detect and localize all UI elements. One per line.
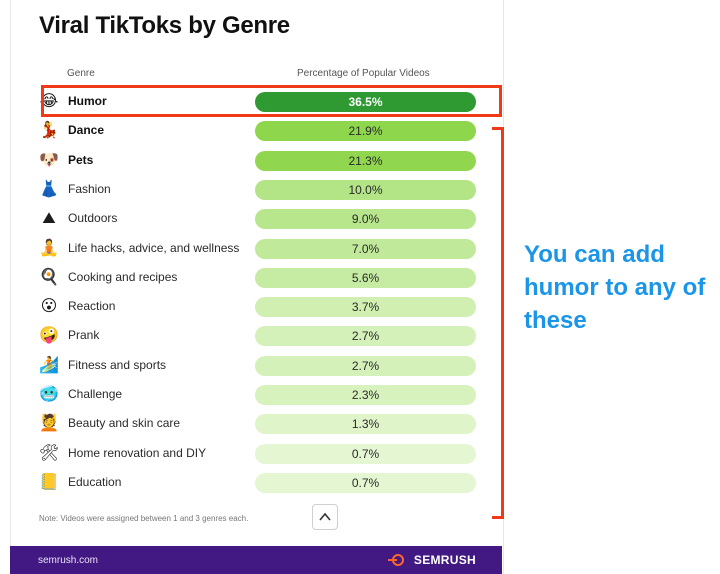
chart-note: Note: Videos were assigned between 1 and…: [39, 514, 249, 523]
genre-label: Cooking and recipes: [68, 269, 178, 284]
genre-label: Prank: [68, 328, 100, 343]
collapse-button[interactable]: [312, 504, 338, 530]
zany-face-icon: 🤪: [39, 325, 59, 345]
percentage-pill: 21.3%: [255, 150, 476, 171]
genre-label: Pets: [68, 152, 94, 167]
mountain-icon: ⛰: [42, 208, 56, 228]
genre-label: Challenge: [68, 387, 123, 401]
percentage-pill: 7.0%: [255, 238, 476, 259]
percentage-pill: 36.5%: [255, 92, 476, 112]
semrush-logo-icon: [388, 554, 404, 566]
dog-face-icon: 🐶: [39, 149, 59, 169]
footer-brand: SEMRUSH: [413, 553, 476, 567]
percentage-pill: 2.3%: [255, 385, 476, 405]
genre-label: Dance: [68, 123, 105, 138]
cooking-pan-icon: 🍳: [39, 266, 59, 286]
percentage-pill: 9.0%: [255, 209, 476, 230]
surfer-icon: 🏄: [39, 354, 59, 374]
chart-title: Viral TikToks by Genre: [39, 12, 290, 39]
table-row: 🍳 Cooking and recipes 5.6%: [11, 263, 503, 292]
table-row: 🥶 Challenge 2.3%: [11, 380, 503, 409]
genre-label: Fashion: [68, 181, 111, 196]
chevron-up-icon: [319, 512, 331, 521]
table-row: 🏄 Fitness and sports 2.7%: [11, 351, 503, 380]
table-row: 📒 Education 0.7%: [11, 468, 503, 497]
column-header-genre: Genre: [67, 68, 95, 79]
laughing-face-icon: 😂: [39, 91, 59, 110]
humor-highlight-box: [41, 85, 502, 117]
genre-label: Life hacks, advice, and wellness: [68, 240, 240, 255]
dancer-icon: 💃: [39, 120, 59, 140]
table-row: 👗 Fashion 10.0%: [11, 175, 503, 204]
meditation-icon: 🧘: [39, 237, 59, 257]
table-row: 🛠 Home renovation and DIY 0.7%: [11, 439, 503, 468]
percentage-pill: 5.6%: [255, 267, 476, 288]
surprised-face-icon: 😮: [40, 296, 58, 316]
percentage-pill: 21.9%: [255, 121, 476, 142]
genres-bracket: [492, 127, 504, 519]
table-row: 🤪 Prank 2.7%: [11, 321, 503, 350]
cold-face-icon: 🥶: [39, 384, 59, 403]
percentage-pill: 1.3%: [255, 414, 476, 435]
table-row: 💃 Dance 21.9%: [11, 116, 503, 145]
chart-card: Viral TikToks by Genre Genre Percentage …: [10, 0, 504, 574]
column-header-percentage: Percentage of Popular Videos: [297, 68, 430, 79]
face-massage-icon: 💆: [39, 413, 59, 433]
footer-bar: semrush.com SEMRUSH: [10, 546, 502, 574]
table-row: ⛰ Outdoors 9.0%: [11, 204, 503, 233]
percentage-pill: 3.7%: [255, 297, 476, 318]
table-row: 💆 Beauty and skin care 1.3%: [11, 409, 503, 438]
genre-label: Education: [68, 474, 122, 489]
percentage-pill: 0.7%: [255, 472, 476, 493]
table-row: 🧘 Life hacks, advice, and wellness 7.0%: [11, 234, 503, 263]
genre-label: Home renovation and DIY: [68, 445, 207, 460]
genre-label: Outdoors: [68, 211, 118, 226]
percentage-pill: 0.7%: [255, 443, 476, 464]
genre-label: Humor: [68, 94, 107, 108]
table-row: 🐶 Pets 21.3%: [11, 146, 503, 175]
table-row: 😮 Reaction 3.7%: [11, 292, 503, 321]
table-row: 😂 Humor 36.5%: [11, 87, 503, 116]
genre-label: Reaction: [68, 299, 116, 314]
callout-text: You can add humor to any of these: [524, 241, 706, 334]
percentage-pill: 10.0%: [255, 179, 476, 200]
genre-label: Beauty and skin care: [68, 416, 181, 431]
hammer-wrench-icon: 🛠: [38, 442, 60, 462]
footer-site-link[interactable]: semrush.com: [38, 555, 99, 566]
notebook-icon: 📒: [39, 471, 59, 491]
percentage-pill: 2.7%: [255, 326, 476, 347]
genre-label: Fitness and sports: [68, 357, 167, 372]
dress-icon: 👗: [39, 178, 59, 198]
percentage-pill: 2.7%: [255, 355, 476, 376]
